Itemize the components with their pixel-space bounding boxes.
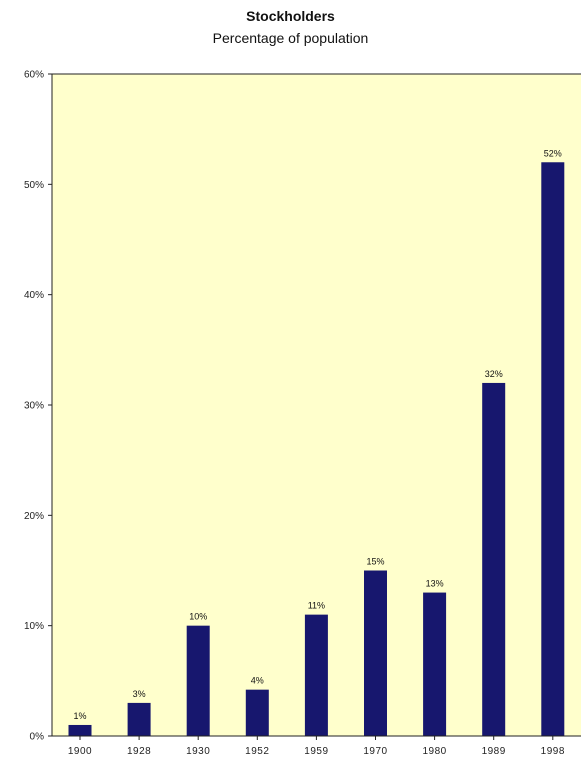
- bar: [68, 724, 92, 736]
- bar-data-label: 13%: [426, 579, 444, 589]
- bar: [423, 592, 447, 736]
- bar: [186, 625, 210, 736]
- x-tick-label: 1952: [245, 746, 269, 757]
- bar-data-label: 52%: [544, 148, 562, 158]
- y-tick-label: 0%: [30, 732, 45, 743]
- bar-data-label: 1%: [73, 711, 86, 721]
- x-tick-label: 1959: [304, 746, 328, 757]
- bar-data-label: 32%: [485, 369, 503, 379]
- bar: [245, 689, 269, 736]
- bar-data-label: 3%: [133, 689, 146, 699]
- x-tick-label: 1900: [68, 746, 92, 757]
- bar-data-label: 4%: [251, 676, 264, 686]
- x-tick-label: 1970: [363, 746, 387, 757]
- bars: 1% 3% 10% 4% 11% 15% 13% 32% 52%: [68, 148, 565, 736]
- bar: [364, 570, 387, 736]
- y-tick-label: 60%: [24, 70, 44, 81]
- bar-data-label: 11%: [308, 601, 325, 611]
- bar: [127, 702, 151, 736]
- x-tick-label: 1928: [127, 746, 151, 757]
- y-tick-label: 30%: [24, 401, 44, 412]
- y-tick-label: 40%: [24, 290, 44, 301]
- bar: [482, 382, 506, 736]
- bar: [304, 614, 328, 736]
- y-axis: 0% 10% 20% 30% 40% 50% 60%: [24, 70, 581, 743]
- bar-data-label: 15%: [366, 557, 384, 567]
- chart-subtitle: Percentage of population: [212, 30, 369, 46]
- y-tick-label: 10%: [24, 621, 44, 632]
- x-tick-label: 1930: [186, 746, 210, 757]
- x-tick-label: 1998: [541, 746, 565, 757]
- x-tick-label: 1980: [422, 746, 446, 757]
- bar-data-label: 10%: [189, 612, 207, 622]
- y-tick-label: 50%: [24, 180, 44, 191]
- x-axis: 1900 1928 1930 1952 1959 1970 1980 1989 1998: [52, 735, 581, 757]
- bar: [541, 162, 565, 736]
- chart-title: Stockholders: [246, 8, 335, 24]
- y-tick-label: 20%: [24, 511, 44, 522]
- x-tick-label: 1989: [482, 746, 506, 757]
